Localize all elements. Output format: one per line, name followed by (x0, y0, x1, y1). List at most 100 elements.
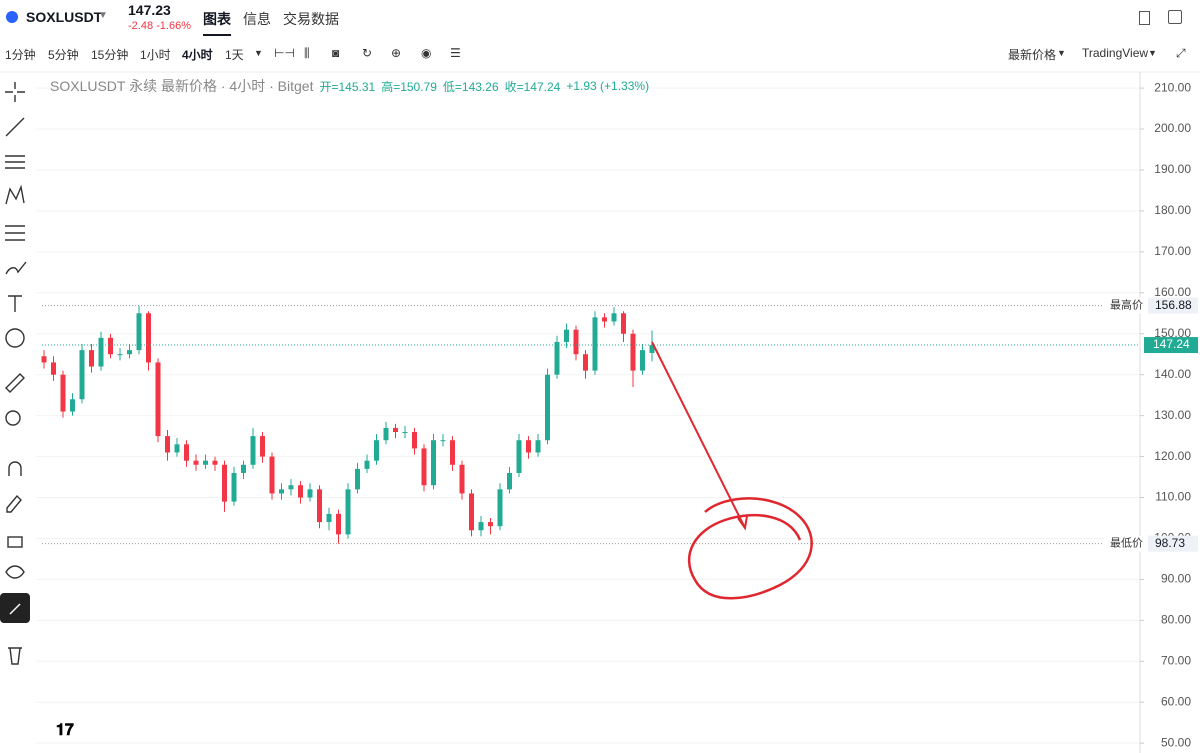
icon[interactable]: ⤢ (1176, 46, 1186, 60)
interval[interactable]: 5分钟 (48, 48, 79, 62)
interval[interactable]: 1分钟 (5, 48, 36, 62)
candle-body (488, 522, 493, 527)
candle-body (212, 460, 218, 465)
change: -2.48 -1.66% (128, 20, 191, 32)
candle-body (260, 436, 265, 457)
price-line-name: 最低价 (1110, 537, 1143, 550)
candle-body (60, 374, 66, 412)
icon[interactable] (1168, 10, 1182, 24)
caret[interactable]: ▼ (1148, 48, 1157, 58)
caret[interactable]: ▼ (1057, 48, 1066, 58)
candle-body (307, 489, 313, 498)
legend-title: SOXLUSDT 永续 最新价格 · 4小时 · Bitget (50, 78, 314, 94)
candle-body (231, 472, 237, 502)
candle-body (535, 440, 541, 453)
legend-low: 低=143.26 (442, 79, 499, 94)
candle-body (393, 427, 398, 433)
tool-magnet[interactable] (8, 461, 22, 476)
candle-body (421, 448, 427, 486)
candle-body (564, 329, 569, 342)
y-tick-label: 90.00 (1161, 572, 1191, 586)
caret[interactable]: ▼ (254, 48, 263, 58)
icon[interactable]: ◙ (332, 46, 340, 60)
tool-lock-draw[interactable] (6, 494, 22, 513)
price-label-bg (1104, 535, 1148, 552)
drawing-toolbar[interactable] (0, 82, 30, 665)
header: SOXLUSDT ▼ 147.23 -2.48 -1.66% 图表 信息 交易数… (0, 0, 1200, 36)
tool-line[interactable] (5, 117, 25, 137)
toolbar: 1分钟 5分钟 15分钟 1小时 4小时 1天 ▼ ⊢⊣ ⫼ ◙ ↻ ⊕ ◉ ☰… (0, 35, 1200, 71)
y-tick-label: 200.00 (1154, 121, 1191, 135)
interval[interactable]: 1天 (225, 48, 244, 62)
price-source[interactable]: 最新价格 (1008, 48, 1057, 62)
candle-body (450, 440, 455, 465)
legend-change: +1.93 (+1.33%) (566, 79, 650, 93)
candle-body (288, 485, 294, 490)
price-line-value: 98.73 (1155, 536, 1185, 550)
candle-body (469, 493, 474, 531)
tool-link[interactable] (9, 603, 21, 615)
candle-body (298, 485, 303, 498)
candle-body (478, 522, 484, 531)
candle-body (98, 337, 104, 367)
tool-ruler[interactable] (5, 373, 25, 393)
tv-logo: 𝟏𝟕 (56, 722, 74, 739)
symbol[interactable]: SOXLUSDT (26, 9, 103, 25)
candle-body (611, 313, 617, 322)
tool-lock[interactable] (7, 536, 23, 548)
y-tick-label: 60.00 (1161, 694, 1191, 708)
tool-link-bg[interactable] (0, 593, 30, 623)
annotation (651, 341, 813, 600)
tool-zoom[interactable] (5, 410, 21, 426)
y-tick-label: 180.00 (1154, 203, 1191, 217)
y-tick-label: 50.00 (1161, 735, 1191, 749)
icon[interactable]: ☰ (450, 46, 461, 60)
tool-eye[interactable] (5, 565, 25, 579)
price: 147.23 (128, 2, 171, 18)
interval[interactable]: 15分钟 (91, 48, 129, 62)
candle-body (402, 432, 408, 434)
y-tick-label: 120.00 (1154, 449, 1191, 463)
tool-cross[interactable] (5, 82, 25, 102)
candle-body (250, 436, 256, 465)
interval[interactable]: 4小时 (182, 48, 213, 62)
candle-body (136, 313, 142, 351)
caret[interactable]: ▼ (98, 10, 108, 21)
price-box (1148, 297, 1198, 314)
candle-body (545, 374, 550, 441)
candle-body (146, 313, 151, 363)
candle-body (89, 350, 94, 367)
candle-body (507, 472, 512, 490)
candle-body (317, 489, 322, 523)
tool-pattern[interactable] (5, 184, 25, 205)
tool-fib[interactable] (5, 225, 25, 241)
logo (6, 11, 18, 23)
icon[interactable]: ⊢⊣ (274, 46, 295, 60)
icon[interactable]: ⊕ (391, 46, 402, 60)
tool-brush[interactable] (5, 261, 27, 275)
y-tick-label: 160.00 (1154, 285, 1191, 299)
interval[interactable]: 1小时 (140, 48, 171, 62)
tab[interactable]: 交易数据 (283, 11, 339, 27)
candle-body (336, 513, 341, 535)
icon[interactable] (1139, 11, 1150, 25)
y-tick-label: 80.00 (1161, 613, 1191, 627)
tool-trash[interactable] (8, 647, 22, 665)
tool-text[interactable] (8, 295, 22, 312)
tab[interactable]: 信息 (243, 11, 271, 27)
arrow (651, 341, 748, 531)
icon[interactable]: ◉ (421, 46, 432, 60)
y-tick-label: 210.00 (1154, 80, 1191, 94)
candle-body (165, 436, 170, 453)
icon[interactable]: ↻ (362, 46, 373, 60)
candle-body (222, 464, 227, 502)
candle-body (573, 329, 579, 355)
tool-emoji[interactable] (5, 328, 25, 348)
tool-lines[interactable] (5, 155, 25, 169)
grid (36, 87, 1140, 744)
candle-body (117, 354, 123, 356)
icon[interactable]: ⫼ (304, 46, 310, 60)
provider[interactable]: TradingView (1082, 46, 1149, 60)
tab[interactable]: 图表 (203, 9, 231, 36)
